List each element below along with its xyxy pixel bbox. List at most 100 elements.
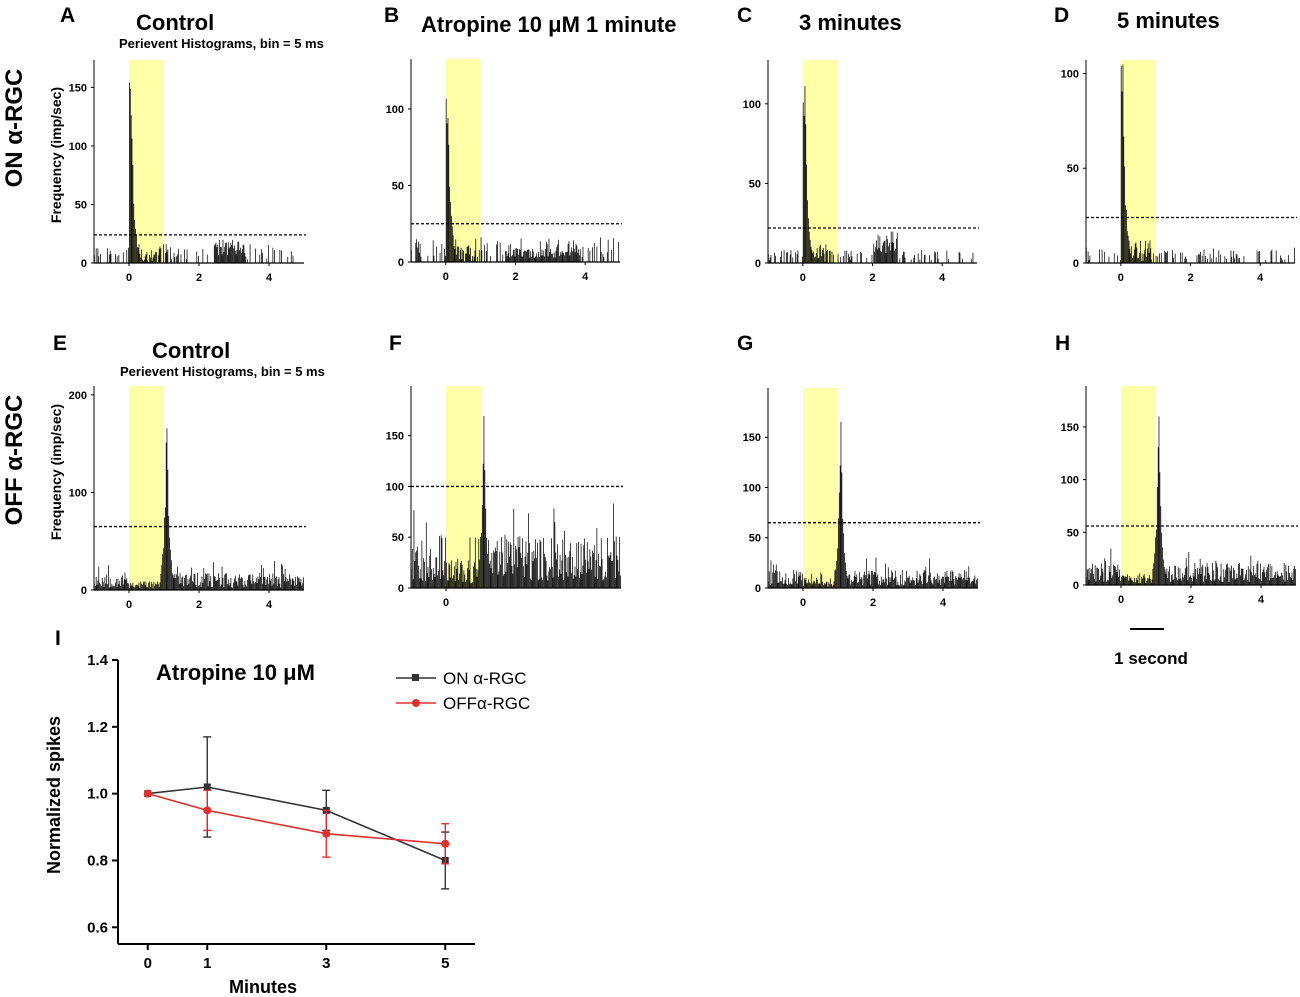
histogram-bar-b [548, 238, 550, 262]
histogram-bar-f [487, 554, 488, 588]
histogram-bar-f [587, 561, 589, 588]
histogram-bar-d [1155, 255, 1157, 263]
histogram-bar-a [178, 249, 179, 263]
histogram-bar-e [114, 586, 115, 590]
histogram-bar-b [474, 250, 476, 262]
histogram-bar-f [593, 552, 594, 588]
histogram-bar-g [815, 583, 817, 588]
histogram-bar-d [1173, 257, 1174, 263]
histogram-bar-e [155, 583, 157, 590]
histogram-bar-e [202, 582, 204, 590]
histogram-bar-g [964, 570, 965, 588]
histogram-bar-a [98, 256, 100, 263]
histogram-bar-h [1120, 581, 1121, 585]
histogram-bar-e [292, 578, 294, 590]
histogram-bar-h [1282, 579, 1284, 585]
histogram-bar-f [475, 568, 477, 588]
histogram-bar-f [466, 579, 467, 588]
histogram-bar-b [465, 253, 466, 262]
x-tick-label-d: 0 [1118, 272, 1124, 284]
histogram-bar-d [1281, 259, 1283, 263]
histogram-bar-g [951, 570, 953, 588]
histogram-bar-a [213, 245, 215, 263]
histogram-bar-b [531, 256, 532, 262]
histogram-bar-e [187, 579, 189, 590]
histogram-bar-f [531, 551, 533, 588]
histogram-bar-b [490, 256, 491, 262]
histogram-bar-f [459, 573, 460, 588]
histogram-bar-a [109, 250, 111, 263]
histogram-bar-f [585, 559, 586, 588]
histogram-bar-g [963, 577, 964, 588]
histogram-bar-f [474, 562, 475, 588]
histogram-bar-h [1159, 472, 1161, 585]
histogram-bar-g [901, 570, 903, 588]
histogram-bar-g [849, 574, 851, 588]
histogram-bar-h [1288, 565, 1289, 585]
histogram-bar-d [1138, 257, 1140, 263]
histogram-bar-e [174, 573, 176, 590]
histogram-bar-g [818, 582, 820, 588]
histogram-bar-d [1231, 256, 1233, 263]
histogram-bar-b [513, 249, 515, 262]
histogram-bar-h [1270, 578, 1272, 585]
histogram-bar-e [126, 578, 128, 590]
histogram-bar-a [156, 252, 157, 263]
histogram-bar-b [486, 243, 488, 262]
histogram-bar-h [1091, 568, 1093, 585]
histogram-bar-d [1113, 253, 1115, 263]
histogram-bar-g [935, 579, 936, 588]
histogram-bar-f [589, 549, 591, 588]
histogram-bar-a [238, 241, 240, 263]
histogram-bar-e [131, 586, 133, 590]
histogram-bar-g [948, 577, 949, 588]
histogram-bar-g [823, 585, 824, 588]
histogram-bar-h [1280, 576, 1282, 585]
histogram-bar-e [212, 586, 213, 590]
histogram-bar-f [446, 580, 448, 588]
histogram-bar-g [907, 577, 908, 588]
histogram-bar-g [919, 574, 921, 588]
histogram-bar-f [470, 583, 472, 588]
histogram-bar-e [97, 580, 99, 590]
histogram-bar-d [1200, 251, 1201, 263]
histogram-bar-e [255, 582, 256, 590]
histogram-bar-g [840, 422, 842, 588]
histogram-bar-b [576, 245, 578, 262]
histogram-bar-g [868, 570, 870, 588]
histogram-bar-g [880, 576, 882, 588]
histogram-bar-f [534, 558, 536, 588]
histogram-bar-d [1199, 254, 1200, 263]
histogram-bar-c [896, 232, 898, 263]
histogram-bar-f [416, 550, 418, 588]
histogram-bar-e [156, 584, 157, 590]
histogram-bar-e [141, 583, 143, 590]
histogram-bar-f [583, 545, 585, 588]
histogram-bar-b [447, 117, 449, 263]
histogram-bar-c [833, 254, 835, 263]
histogram-bar-b [505, 251, 506, 262]
histogram-bar-a [133, 203, 135, 263]
histogram-bar-h [1250, 555, 1252, 585]
histogram-bar-g [930, 580, 932, 588]
histogram-bar-e [183, 586, 184, 590]
histogram-bar-g [791, 584, 793, 588]
histogram-bar-f [502, 552, 503, 588]
histogram-bar-c [822, 248, 824, 263]
histogram-bar-h [1237, 578, 1239, 585]
histogram-bar-e [290, 584, 292, 590]
panel-letter-i: I [55, 627, 61, 650]
histogram-bar-f [488, 540, 489, 588]
histogram-bar-e [296, 584, 297, 590]
histogram-bar-b [593, 242, 595, 262]
histogram-bar-a [219, 239, 220, 263]
histogram-bar-f [453, 566, 455, 588]
histogram-bar-h [1177, 580, 1178, 585]
histogram-bar-b [559, 256, 560, 262]
histogram-bar-e [241, 577, 242, 590]
histogram-bar-f [460, 560, 462, 588]
histogram-bar-b [496, 244, 498, 262]
histogram-bar-b [560, 254, 562, 262]
histogram-bar-g [873, 574, 874, 588]
